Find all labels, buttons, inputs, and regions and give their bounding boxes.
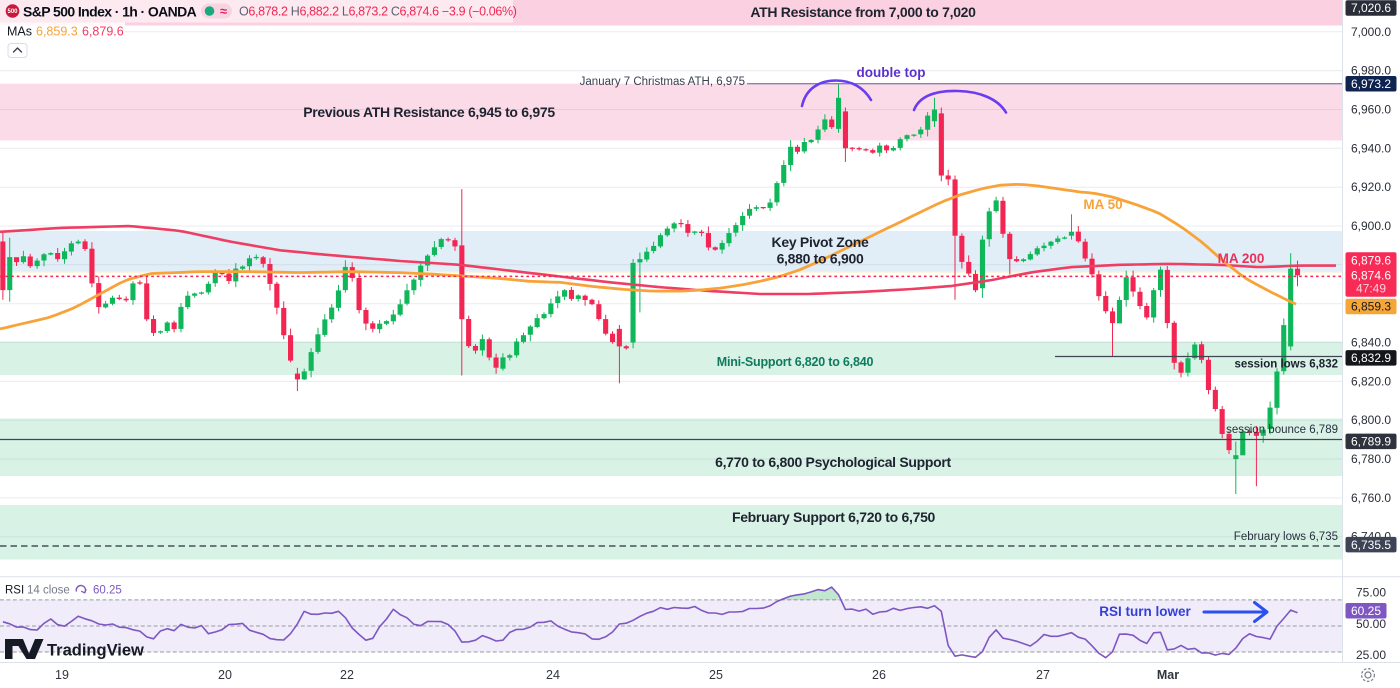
svg-text:60.25: 60.25 (1351, 604, 1381, 618)
svg-text:60.25: 60.25 (93, 585, 122, 597)
svg-text:Mini-Support 6,820 to 6,840: Mini-Support 6,820 to 6,840 (717, 355, 874, 369)
svg-text:6,859.3: 6,859.3 (1351, 300, 1391, 314)
svg-text:22: 22 (340, 668, 354, 682)
svg-text:6,859.3: 6,859.3 (36, 25, 78, 39)
svg-text:≈: ≈ (220, 4, 227, 19)
svg-text:75.00: 75.00 (1356, 586, 1386, 600)
svg-text:6,980.0: 6,980.0 (1351, 64, 1391, 78)
svg-text:ATH Resistance from 7,000 to 7: ATH Resistance from 7,000 to 7,020 (750, 4, 976, 20)
svg-text:6,760.0: 6,760.0 (1351, 491, 1391, 505)
svg-text:MA 200: MA 200 (1218, 251, 1265, 266)
svg-text:6,735.5: 6,735.5 (1351, 538, 1391, 552)
svg-text:Previous ATH Resistance 6,945: Previous ATH Resistance 6,945 to 6,975 (303, 104, 555, 120)
svg-text:14 close: 14 close (27, 585, 70, 597)
svg-text:7,000.0: 7,000.0 (1351, 25, 1391, 39)
svg-text:6,960.0: 6,960.0 (1351, 102, 1391, 116)
svg-text:6,879.6: 6,879.6 (1351, 253, 1391, 267)
svg-text:25: 25 (709, 668, 723, 682)
svg-text:session bounce 6,789: session bounce 6,789 (1226, 424, 1338, 436)
svg-text:19: 19 (55, 668, 69, 682)
svg-text:6,780.0: 6,780.0 (1351, 452, 1391, 466)
svg-text:6,920.0: 6,920.0 (1351, 180, 1391, 194)
svg-text:6,880 to 6,900: 6,880 to 6,900 (777, 251, 864, 267)
svg-text:27: 27 (1036, 668, 1050, 682)
svg-text:O6,878.2 H6,882.2 L6,873.2 C6,: O6,878.2 H6,882.2 L6,873.2 C6,874.6 −3.9… (239, 5, 517, 19)
svg-text:6,874.6: 6,874.6 (1351, 269, 1391, 283)
svg-text:25.00: 25.00 (1356, 648, 1386, 662)
svg-text:7,020.6: 7,020.6 (1351, 1, 1391, 15)
svg-text:6,770 to 6,800 Psychological S: 6,770 to 6,800 Psychological Support (715, 454, 951, 470)
svg-text:MA 50: MA 50 (1083, 197, 1122, 212)
svg-text:24: 24 (546, 668, 560, 682)
svg-text:February lows 6,735: February lows 6,735 (1234, 531, 1338, 543)
svg-text:6,879.6: 6,879.6 (82, 25, 124, 39)
svg-text:500: 500 (7, 9, 18, 15)
svg-text:RSI turn lower: RSI turn lower (1099, 604, 1191, 619)
svg-text:RSI: RSI (5, 585, 24, 597)
svg-text:20: 20 (218, 668, 232, 682)
svg-text:6,789.9: 6,789.9 (1351, 435, 1391, 449)
svg-text:6,800.0: 6,800.0 (1351, 413, 1391, 427)
svg-text:double top: double top (857, 65, 926, 80)
svg-text:session lows 6,832: session lows 6,832 (1234, 359, 1338, 371)
svg-text:6,940.0: 6,940.0 (1351, 141, 1391, 155)
svg-text:26: 26 (872, 668, 886, 682)
svg-text:6,973.2: 6,973.2 (1351, 77, 1391, 91)
svg-text:February Support 6,720 to 6,75: February Support 6,720 to 6,750 (732, 509, 936, 525)
svg-text:6,832.9: 6,832.9 (1351, 351, 1391, 365)
svg-text:47:49: 47:49 (1356, 282, 1386, 296)
svg-text:6,840.0: 6,840.0 (1351, 336, 1391, 350)
svg-text:6,820.0: 6,820.0 (1351, 374, 1391, 388)
svg-text:6,900.0: 6,900.0 (1351, 219, 1391, 233)
svg-text:Key Pivot Zone: Key Pivot Zone (772, 234, 869, 250)
svg-text:Mar: Mar (1157, 668, 1179, 682)
svg-text:MAs: MAs (7, 25, 32, 39)
svg-text:TradingView: TradingView (47, 642, 144, 660)
svg-text:January 7 Christmas ATH, 6,975: January 7 Christmas ATH, 6,975 (580, 76, 745, 88)
svg-text:S&P 500 Index · 1h · OANDA: S&P 500 Index · 1h · OANDA (23, 4, 197, 20)
svg-text:50.00: 50.00 (1356, 617, 1386, 631)
